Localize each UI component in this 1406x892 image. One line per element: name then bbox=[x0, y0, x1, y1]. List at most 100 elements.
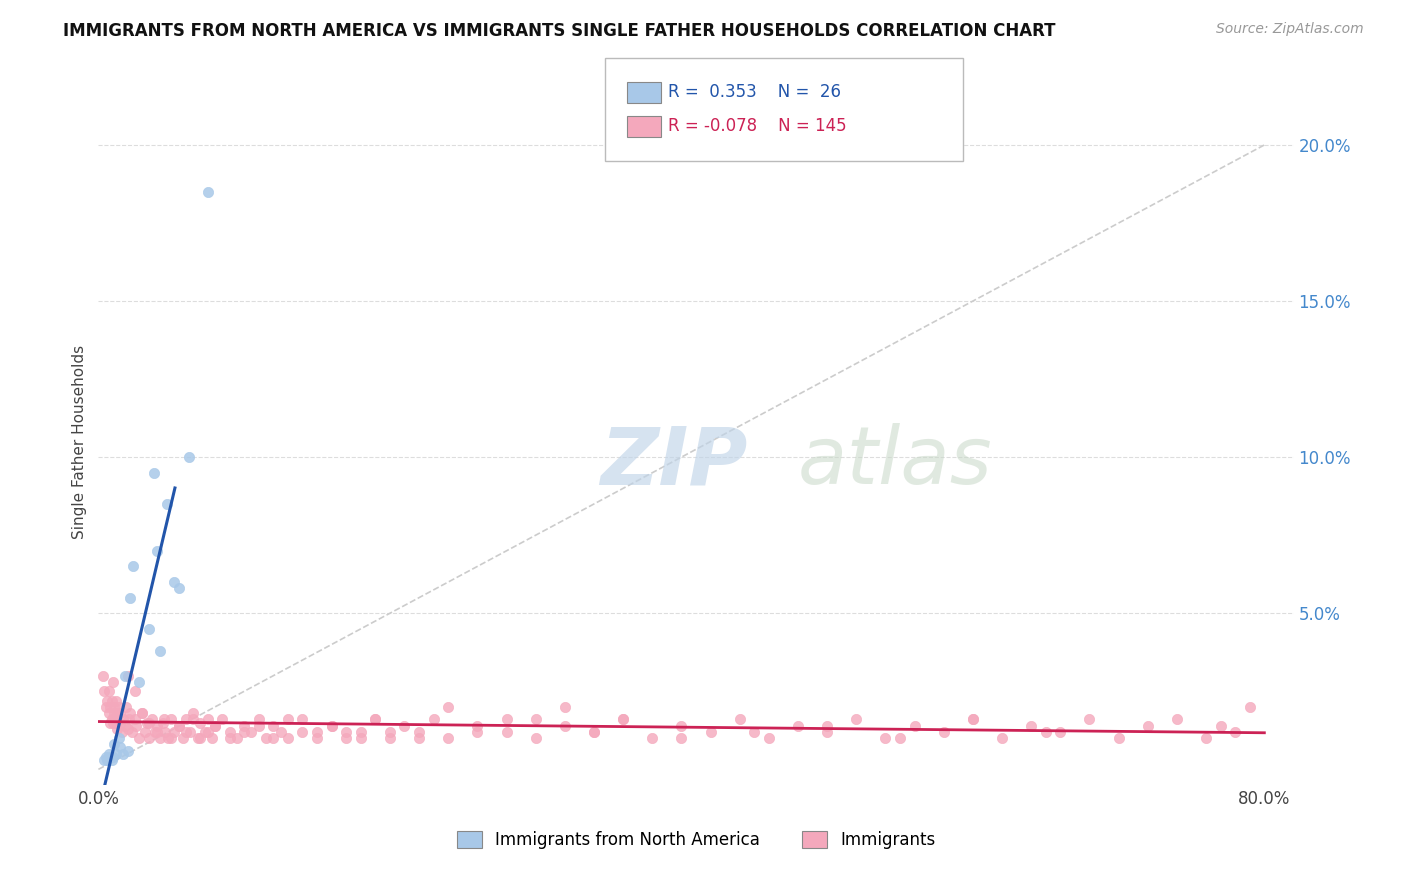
Point bbox=[160, 731, 183, 746]
Point bbox=[179, 724, 201, 739]
Point bbox=[1195, 731, 1218, 746]
Point bbox=[104, 747, 127, 761]
Point bbox=[94, 699, 117, 714]
Text: R =  0.353    N =  26: R = 0.353 N = 26 bbox=[668, 83, 841, 101]
Text: R = -0.078    N = 145: R = -0.078 N = 145 bbox=[668, 117, 846, 135]
Point bbox=[335, 731, 357, 746]
Point bbox=[135, 715, 157, 730]
Point bbox=[305, 724, 328, 739]
Point bbox=[1035, 724, 1057, 739]
Point bbox=[467, 724, 489, 739]
Text: ZIP: ZIP bbox=[600, 423, 748, 501]
Point bbox=[138, 731, 160, 746]
Point bbox=[582, 724, 605, 739]
Point bbox=[233, 719, 256, 733]
Point bbox=[291, 712, 314, 726]
Point bbox=[240, 724, 263, 739]
Point bbox=[101, 715, 124, 730]
Point bbox=[197, 712, 219, 726]
Point bbox=[112, 747, 135, 761]
Point bbox=[131, 706, 153, 721]
Point bbox=[197, 185, 219, 199]
Point bbox=[93, 753, 115, 767]
Point bbox=[110, 715, 132, 730]
Text: Source: ZipAtlas.com: Source: ZipAtlas.com bbox=[1216, 22, 1364, 37]
Point bbox=[962, 712, 984, 726]
Point bbox=[118, 712, 141, 726]
Point bbox=[758, 731, 780, 746]
Point bbox=[172, 731, 194, 746]
Point bbox=[262, 719, 284, 733]
Point bbox=[815, 724, 838, 739]
Point bbox=[112, 712, 135, 726]
Point bbox=[121, 724, 143, 739]
Point bbox=[742, 724, 765, 739]
Point bbox=[204, 719, 226, 733]
Point bbox=[875, 731, 897, 746]
Point bbox=[554, 699, 576, 714]
Point bbox=[787, 719, 810, 733]
Point bbox=[225, 731, 247, 746]
Point bbox=[186, 731, 208, 746]
Text: IMMIGRANTS FROM NORTH AMERICA VS IMMIGRANTS SINGLE FATHER HOUSEHOLDS CORRELATION: IMMIGRANTS FROM NORTH AMERICA VS IMMIGRA… bbox=[63, 22, 1056, 40]
Point bbox=[103, 737, 125, 751]
Point bbox=[467, 719, 489, 733]
Point bbox=[167, 582, 190, 596]
Point bbox=[97, 747, 120, 761]
Point bbox=[114, 669, 136, 683]
Point bbox=[524, 731, 547, 746]
Point bbox=[903, 719, 925, 733]
Point bbox=[181, 712, 204, 726]
Point bbox=[96, 753, 118, 767]
Point bbox=[128, 674, 150, 689]
Point bbox=[181, 706, 204, 721]
Point bbox=[1166, 712, 1188, 726]
Point bbox=[97, 706, 120, 721]
Point bbox=[117, 669, 139, 683]
Point bbox=[103, 699, 125, 714]
Point bbox=[262, 731, 284, 746]
Point bbox=[1209, 719, 1232, 733]
Point bbox=[125, 719, 148, 733]
Point bbox=[96, 694, 118, 708]
Point bbox=[845, 712, 868, 726]
Point bbox=[174, 724, 197, 739]
Point bbox=[115, 699, 138, 714]
Point bbox=[124, 684, 146, 698]
Point bbox=[103, 706, 125, 721]
Text: atlas: atlas bbox=[797, 423, 993, 501]
Point bbox=[177, 450, 200, 464]
Point bbox=[98, 715, 121, 730]
Point bbox=[1049, 724, 1071, 739]
Point bbox=[277, 712, 299, 726]
Point bbox=[437, 699, 460, 714]
Point bbox=[104, 694, 127, 708]
Point bbox=[1078, 712, 1101, 726]
Point bbox=[218, 731, 240, 746]
Point bbox=[167, 719, 190, 733]
Point bbox=[105, 722, 128, 736]
Point bbox=[190, 715, 212, 730]
Point bbox=[163, 574, 186, 589]
Point bbox=[145, 724, 167, 739]
Point bbox=[612, 712, 634, 726]
Point bbox=[378, 731, 401, 746]
Point bbox=[962, 712, 984, 726]
Point bbox=[201, 731, 224, 746]
Point bbox=[98, 699, 121, 714]
Point bbox=[1136, 719, 1159, 733]
Point bbox=[100, 712, 122, 726]
Point bbox=[889, 731, 911, 746]
Point bbox=[321, 719, 343, 733]
Point bbox=[156, 497, 179, 511]
Point bbox=[211, 712, 233, 726]
Point bbox=[108, 731, 131, 746]
Point bbox=[408, 724, 430, 739]
Point bbox=[111, 724, 134, 739]
Point bbox=[149, 731, 172, 746]
Point bbox=[163, 724, 186, 739]
Point bbox=[110, 706, 132, 721]
Point bbox=[167, 719, 190, 733]
Point bbox=[408, 731, 430, 746]
Point bbox=[204, 719, 226, 733]
